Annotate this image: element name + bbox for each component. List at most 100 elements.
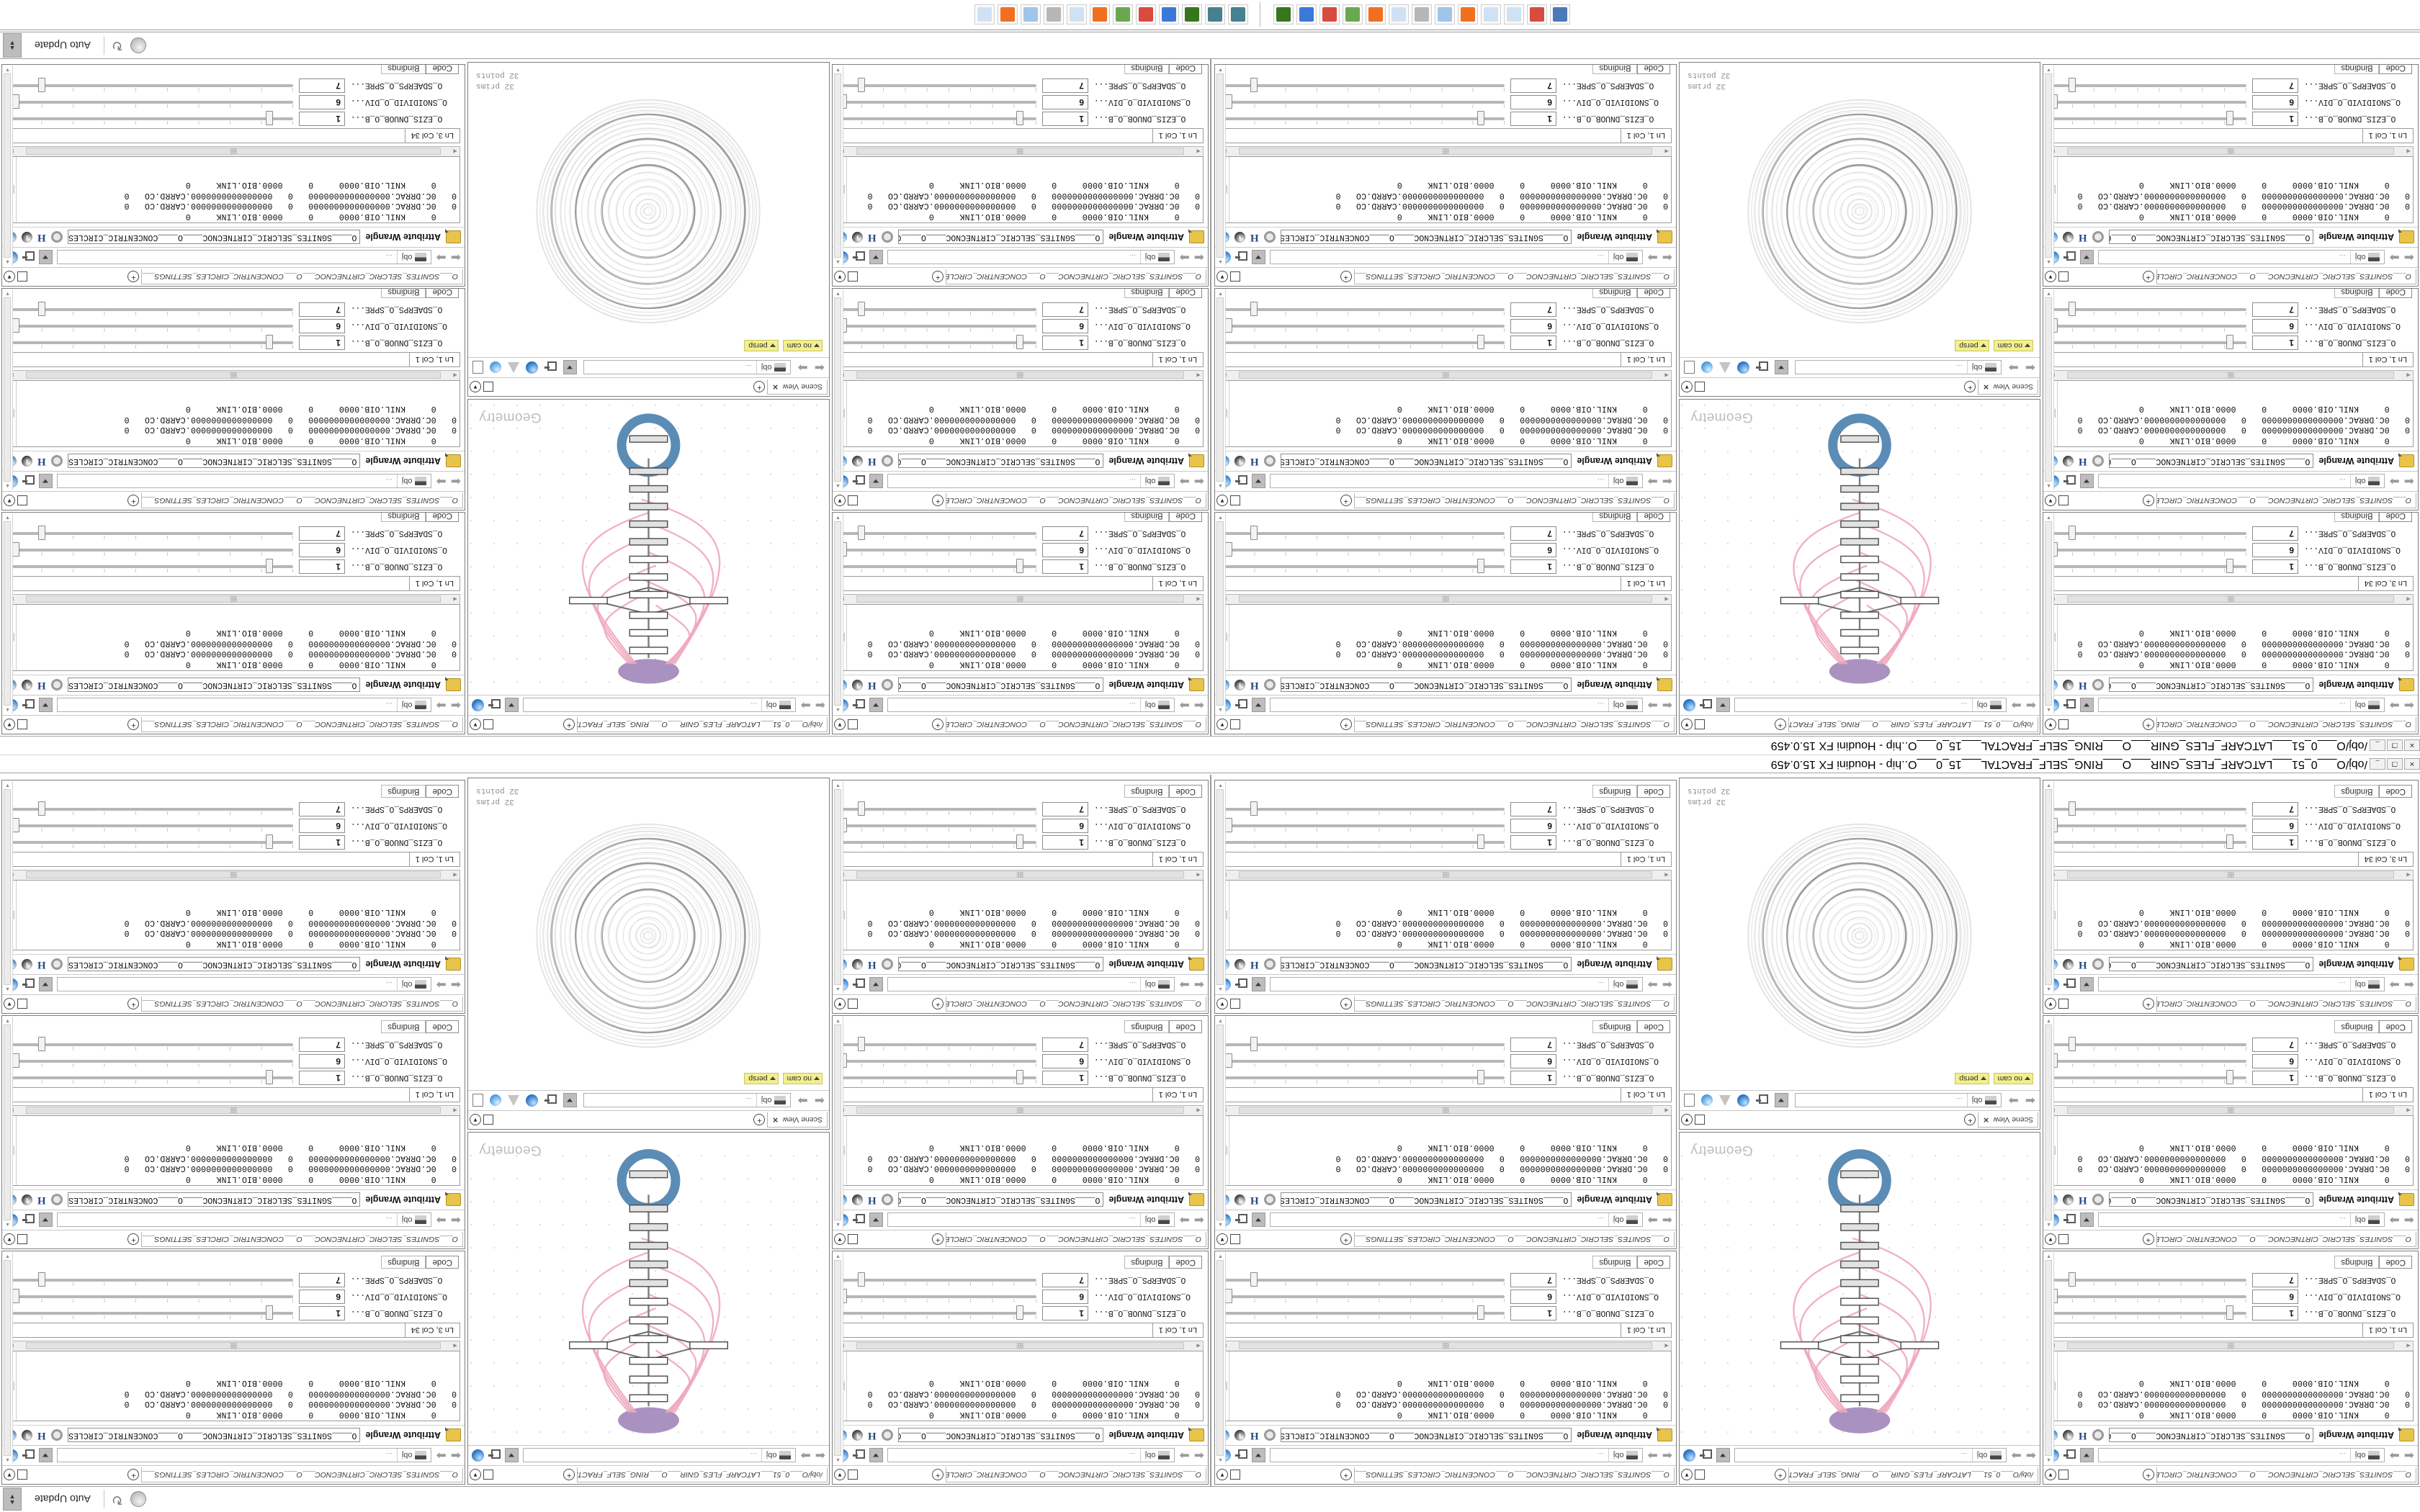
breadcrumb[interactable]: obj — [756, 1094, 791, 1107]
slider-knob[interactable] — [1250, 801, 1258, 816]
path-dropdown-icon[interactable] — [2080, 698, 2094, 713]
terminal-icon[interactable] — [1273, 4, 1294, 25]
slider-knob[interactable] — [37, 78, 45, 92]
slider-knob[interactable] — [2068, 1272, 2076, 1287]
houdini-window-titlebar-a[interactable]: ✕ ❐ _ /obj/O___0_51___LATCARF_FLES_GNIR_… — [0, 755, 2420, 773]
code-horizontal-scrollbar[interactable]: ◀ ▶ — [837, 870, 1204, 880]
code-tab-code[interactable]: Code — [2379, 64, 2412, 74]
panel-scroll-down[interactable]: ▼ — [1218, 515, 1223, 520]
add-tab-icon[interactable]: + — [932, 719, 944, 731]
panel-scroll-up[interactable]: ▲ — [5, 1457, 10, 1462]
code-tab-bindings[interactable]: Bindings — [381, 1256, 426, 1269]
path-dropdown-icon[interactable] — [39, 474, 53, 489]
forward-arrow-icon[interactable]: ➡ — [1179, 251, 1190, 264]
maximize-pane-icon[interactable] — [2058, 719, 2069, 730]
group-input[interactable] — [37, 1015, 346, 1016]
node-name-field[interactable]: O____SGNITES_SELCRIC_CIRTNECNOC____O____… — [1280, 454, 1572, 469]
panel-scrollbar[interactable]: ▲ ▼ — [3, 1017, 13, 1228]
panel-scroll-thumb[interactable] — [834, 297, 842, 482]
code-tab-code[interactable]: Code — [1169, 288, 1202, 298]
chevron-down-icon[interactable]: ▼ — [470, 381, 481, 393]
param-value-field[interactable]: 6 — [1510, 819, 1556, 833]
chevron-down-icon[interactable]: ▼ — [834, 495, 846, 507]
panel-tab[interactable]: O___SGNITES_SELCRIC_CIRTNECNOC___O___CON… — [141, 996, 463, 1012]
vexpression-editor[interactable]: 0 KNIL.OIB.0000 0 0000.BIO.LINK 0 0 0C.D… — [2048, 156, 2414, 223]
maximize-pane-icon[interactable] — [1230, 1234, 1240, 1245]
code-horizontal-scrollbar[interactable]: ◀ ▶ — [6, 1105, 460, 1115]
save-icon[interactable] — [1296, 4, 1317, 25]
node-path-field[interactable]: obj ... — [57, 698, 432, 713]
back-arrow-icon[interactable]: ⬅ — [450, 978, 461, 991]
volume2-icon[interactable] — [1044, 4, 1064, 25]
display2-icon[interactable] — [1113, 4, 1133, 25]
add-tab-icon[interactable]: + — [2142, 1233, 2154, 1246]
back-arrow-icon[interactable]: ⬅ — [450, 1449, 461, 1462]
network-tab-bar[interactable]: /obj/O___0_51___LATCARF_FLES_GNIR___O___… — [468, 715, 829, 734]
view-selector[interactable]: persp — [1955, 1073, 1989, 1084]
slider-knob[interactable] — [1224, 318, 1232, 333]
vexpression-editor[interactable]: 0 KNIL.OIB.0000 0 0000.BIO.LINK 0 0 0C.D… — [837, 1115, 1204, 1186]
param-slider[interactable] — [838, 111, 1036, 126]
slider-knob[interactable] — [858, 801, 865, 816]
minimize-button-b[interactable]: _ — [2370, 739, 2385, 752]
panel-scroll-thumb[interactable] — [4, 789, 12, 985]
add-tab-icon[interactable]: + — [563, 1469, 575, 1481]
chevron-down-icon[interactable]: ▼ — [1681, 1114, 1693, 1126]
houdini-h-icon[interactable]: H — [2079, 232, 2087, 243]
panel-scroll-down[interactable]: ▼ — [1218, 291, 1223, 296]
panel-scroll-up[interactable]: ▲ — [1218, 986, 1223, 991]
code-bindings-tabs[interactable]: Code Bindings — [2, 288, 465, 302]
param-slider[interactable] — [2049, 526, 2246, 541]
vexpression-editor[interactable]: 0 KNIL.OIB.0000 0 0000.BIO.LINK 0 0 0C.D… — [6, 880, 460, 950]
notepad2-icon[interactable] — [1481, 4, 1501, 25]
network-dropdown-icon[interactable] — [505, 698, 519, 713]
chevron-down-icon[interactable]: ▼ — [834, 998, 846, 1010]
chrome-icon[interactable] — [1527, 4, 1547, 25]
param-value-field[interactable]: 1 — [2252, 112, 2298, 126]
chevron-down-icon[interactable]: ▼ — [1216, 1469, 1228, 1481]
scene-view-tab[interactable]: Scene View ✕ — [767, 379, 828, 395]
vexpression-code[interactable]: 0 KNIL.OIB.0000 0 0000.BIO.LINK 0 0 0C.D… — [867, 1377, 1200, 1419]
panel-scroll-down[interactable]: ▼ — [5, 1254, 10, 1259]
panel-scroll-up[interactable]: ▲ — [5, 483, 10, 488]
param-slider[interactable] — [838, 335, 1036, 350]
code-tab-code[interactable]: Code — [1637, 1020, 1670, 1033]
pin-icon[interactable] — [2063, 700, 2076, 711]
param-value-field[interactable]: 6 — [1510, 1290, 1556, 1304]
info-icon[interactable]: i — [2063, 1430, 2074, 1441]
param-value-field[interactable]: 6 — [2252, 95, 2298, 109]
breadcrumb[interactable]: obj — [1608, 251, 1643, 264]
refresh-icon-2[interactable]: ↻ — [111, 1492, 123, 1507]
add-tab-icon[interactable]: + — [127, 271, 140, 283]
panel-scrollbar[interactable]: ▲ ▼ — [833, 1017, 843, 1228]
panel-tab-bar[interactable]: O___SGNITES_SELCRIC_CIRTNECNOC___O___CON… — [2, 267, 465, 286]
maximize-pane-icon[interactable] — [848, 1234, 858, 1245]
param-slider[interactable] — [8, 1305, 293, 1320]
sphere-icon[interactable] — [490, 1094, 501, 1107]
forward-arrow-icon[interactable]: ➡ — [2389, 251, 2400, 264]
param-value-field[interactable]: 1 — [1042, 559, 1088, 574]
info-icon[interactable]: i — [852, 680, 863, 690]
param-slider[interactable] — [8, 1289, 293, 1304]
breadcrumb[interactable]: obj — [1608, 474, 1643, 488]
back-arrow-icon[interactable]: ⬅ — [1662, 698, 1672, 712]
back-arrow-icon[interactable]: ⬅ — [2403, 978, 2414, 991]
select-icon[interactable] — [1684, 361, 1695, 374]
param-slider[interactable] — [1221, 111, 1505, 126]
node-path-field[interactable]: obj ... — [57, 1448, 432, 1463]
viewport-labels[interactable]: no cam persp — [744, 1073, 823, 1084]
pin-icon[interactable] — [2063, 252, 2076, 263]
view-dropdown-icon[interactable] — [1775, 1093, 1788, 1108]
houdini-h-icon[interactable]: H — [2079, 959, 2087, 971]
param-slider[interactable] — [2049, 818, 2246, 833]
param-slider[interactable] — [2049, 335, 2246, 350]
slider-knob[interactable] — [1477, 559, 1485, 573]
code-tab-code[interactable]: Code — [1169, 1020, 1202, 1033]
code-tab-bindings[interactable]: Bindings — [1124, 512, 1170, 522]
add-tab-icon[interactable]: + — [1774, 1469, 1786, 1481]
panel-toolbar[interactable]: ⬅ ➡ obj ... — [2043, 1445, 2418, 1465]
slider-knob[interactable] — [1250, 302, 1258, 316]
node-name-field[interactable]: O____SGNITES_SELCRIC_CIRTNECNOC____O____… — [2108, 230, 2314, 245]
breadcrumb[interactable]: obj — [1971, 698, 2007, 712]
back-arrow-icon[interactable]: ⬅ — [815, 698, 825, 712]
